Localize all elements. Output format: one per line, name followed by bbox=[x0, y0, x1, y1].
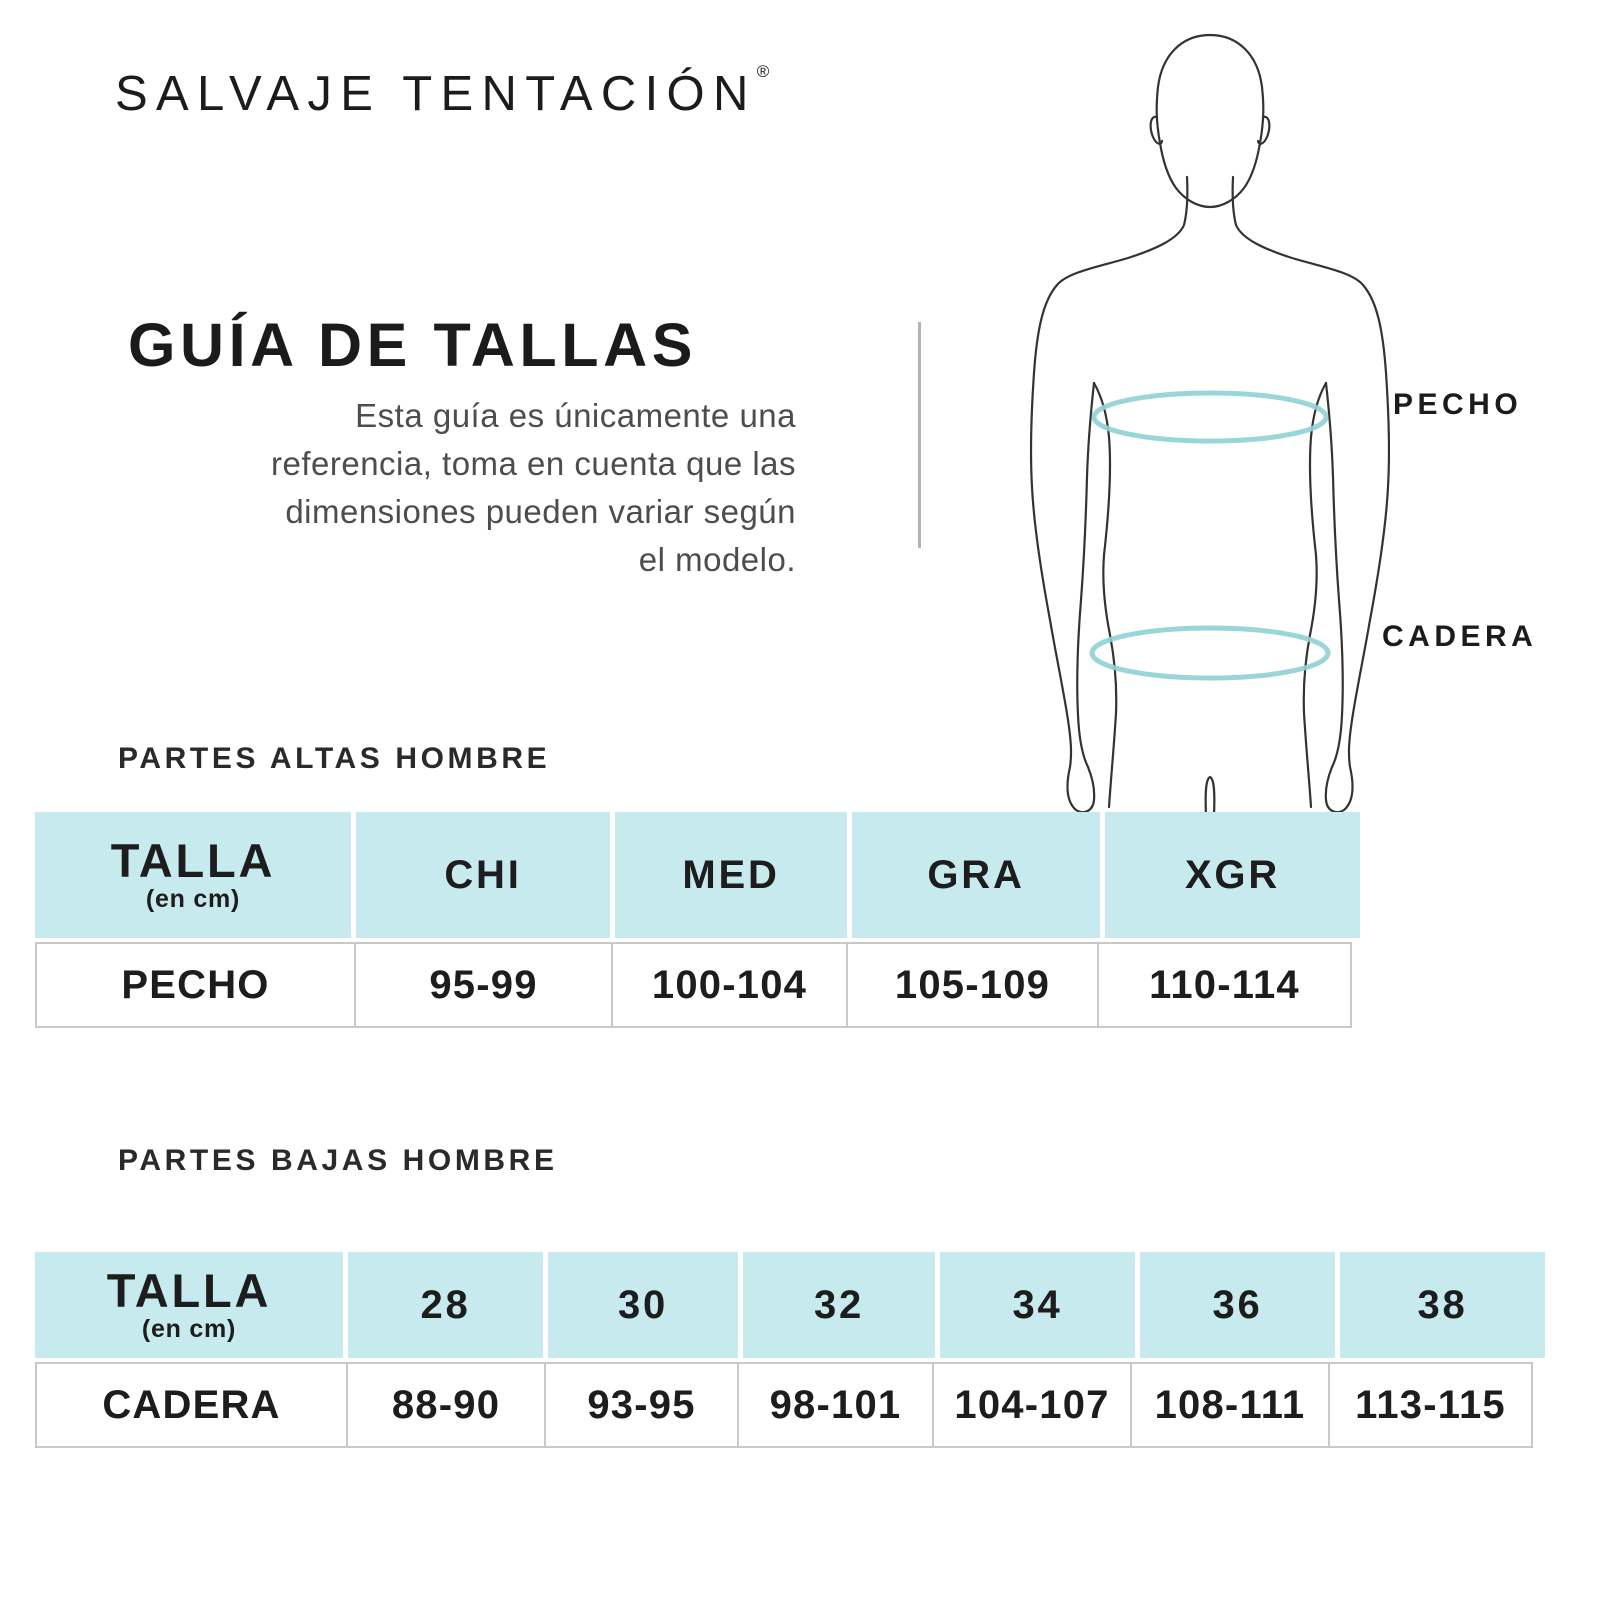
header-cell-size: 38 bbox=[1340, 1252, 1545, 1358]
header-cell-talla: TALLA (en cm) bbox=[35, 812, 356, 938]
intro-line: Esta guía es únicamente una bbox=[355, 397, 796, 434]
section-title-partes-bajas: PARTES BAJAS HOMBRE bbox=[118, 1144, 558, 1177]
inner-thigh-line bbox=[1204, 775, 1216, 817]
table-partes-altas: TALLA (en cm) CHI MED GRA XGR PECHO 95-9… bbox=[35, 812, 1360, 1028]
left-arm-outline bbox=[1029, 175, 1189, 814]
hips-label: CADERA bbox=[1382, 620, 1538, 653]
header-cell-size: 36 bbox=[1140, 1252, 1340, 1358]
header-cell-size: 28 bbox=[348, 1252, 548, 1358]
male-body-outline-figure bbox=[1010, 25, 1391, 817]
talla-unit-label: (en cm) bbox=[145, 885, 241, 913]
head-outline bbox=[1155, 33, 1265, 209]
hips-measure-line bbox=[1089, 625, 1331, 681]
intro-line: el modelo. bbox=[638, 541, 796, 578]
right-ear bbox=[1256, 115, 1271, 145]
header-cell-size: 32 bbox=[743, 1252, 940, 1358]
header-cell-size: MED bbox=[615, 812, 852, 938]
row-label-cell: PECHO bbox=[35, 942, 356, 1028]
value-cell: 105-109 bbox=[846, 942, 1099, 1028]
table-header-row: TALLA (en cm) CHI MED GRA XGR bbox=[35, 812, 1360, 938]
page-title: GUÍA DE TALLAS bbox=[128, 311, 697, 379]
value-cell: 108-111 bbox=[1130, 1362, 1330, 1448]
size-label: CHI bbox=[444, 852, 522, 897]
talla-label: TALLA bbox=[110, 834, 276, 887]
value-cell: 100-104 bbox=[611, 942, 848, 1028]
header-cell-size: 30 bbox=[548, 1252, 743, 1358]
value-cell: 95-99 bbox=[354, 942, 613, 1028]
body-diagram bbox=[1029, 33, 1391, 817]
header-cell-talla: TALLA (en cm) bbox=[35, 1252, 348, 1358]
header-cell-size: XGR bbox=[1105, 812, 1360, 938]
right-torso-line bbox=[1302, 381, 1328, 809]
table-partes-bajas: TALLA (en cm) 28 30 32 34 36 38 CADERA 8… bbox=[35, 1252, 1545, 1448]
size-label: 38 bbox=[1417, 1282, 1468, 1327]
value-cell: 93-95 bbox=[544, 1362, 739, 1448]
size-label: MED bbox=[682, 852, 780, 897]
value-cell: 110-114 bbox=[1097, 942, 1352, 1028]
talla-label: TALLA bbox=[106, 1264, 272, 1317]
intro-text: Esta guía es únicamente una referencia, … bbox=[90, 392, 796, 584]
vertical-divider bbox=[918, 322, 921, 548]
header-cell-size: 34 bbox=[940, 1252, 1140, 1358]
header-cell-size: CHI bbox=[356, 812, 615, 938]
talla-unit-label: (en cm) bbox=[141, 1315, 237, 1343]
left-ear bbox=[1149, 115, 1164, 145]
size-label: 30 bbox=[617, 1282, 669, 1327]
size-label: 28 bbox=[420, 1282, 471, 1327]
chest-measure-line bbox=[1091, 390, 1329, 444]
value-cell: 98-101 bbox=[737, 1362, 934, 1448]
intro-line: dimensiones pueden variar según bbox=[285, 493, 796, 530]
size-label: GRA bbox=[927, 852, 1025, 897]
header-cell-size: GRA bbox=[852, 812, 1105, 938]
right-inner-arm-line bbox=[1324, 381, 1344, 769]
row-label-cell: CADERA bbox=[35, 1362, 348, 1448]
value-cell: 104-107 bbox=[932, 1362, 1132, 1448]
size-label: 32 bbox=[813, 1282, 865, 1327]
left-inner-arm-line bbox=[1076, 381, 1096, 769]
value-cell: 88-90 bbox=[346, 1362, 546, 1448]
table-row: CADERA 88-90 93-95 98-101 104-107 108-11… bbox=[35, 1362, 1545, 1448]
right-arm-outline bbox=[1231, 175, 1391, 814]
left-torso-line bbox=[1092, 381, 1118, 809]
size-label: XGR bbox=[1184, 852, 1281, 897]
table-header-row: TALLA (en cm) 28 30 32 34 36 38 bbox=[35, 1252, 1545, 1358]
table-row: PECHO 95-99 100-104 105-109 110-114 bbox=[35, 942, 1360, 1028]
brand-logo: SALVAJE TENTACIÓN® bbox=[115, 62, 769, 122]
registered-trademark-symbol: ® bbox=[756, 62, 770, 81]
intro-line: referencia, toma en cuenta que las bbox=[271, 445, 796, 482]
brand-name: SALVAJE TENTACIÓN bbox=[115, 67, 757, 121]
section-title-partes-altas: PARTES ALTAS HOMBRE bbox=[118, 742, 551, 775]
size-label: 36 bbox=[1212, 1282, 1263, 1327]
chest-label: PECHO bbox=[1393, 388, 1523, 421]
value-cell: 113-115 bbox=[1328, 1362, 1533, 1448]
size-label: 34 bbox=[1012, 1282, 1063, 1327]
